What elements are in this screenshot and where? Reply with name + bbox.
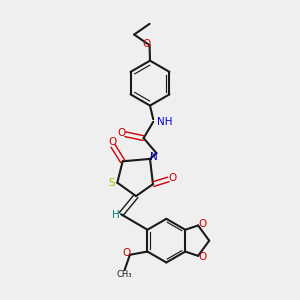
Text: O: O bbox=[122, 248, 131, 258]
Text: CH₃: CH₃ bbox=[117, 270, 132, 279]
Text: O: O bbox=[168, 173, 177, 183]
Text: S: S bbox=[109, 178, 115, 188]
Text: O: O bbox=[117, 128, 126, 138]
Text: O: O bbox=[198, 219, 206, 229]
Text: O: O bbox=[142, 39, 150, 49]
Text: O: O bbox=[108, 137, 116, 147]
Text: N: N bbox=[150, 152, 158, 161]
Text: H: H bbox=[112, 210, 120, 220]
Text: NH: NH bbox=[158, 117, 173, 127]
Text: O: O bbox=[198, 252, 206, 262]
